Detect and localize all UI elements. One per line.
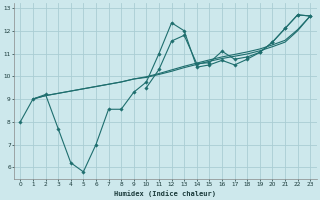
- X-axis label: Humidex (Indice chaleur): Humidex (Indice chaleur): [114, 190, 216, 197]
